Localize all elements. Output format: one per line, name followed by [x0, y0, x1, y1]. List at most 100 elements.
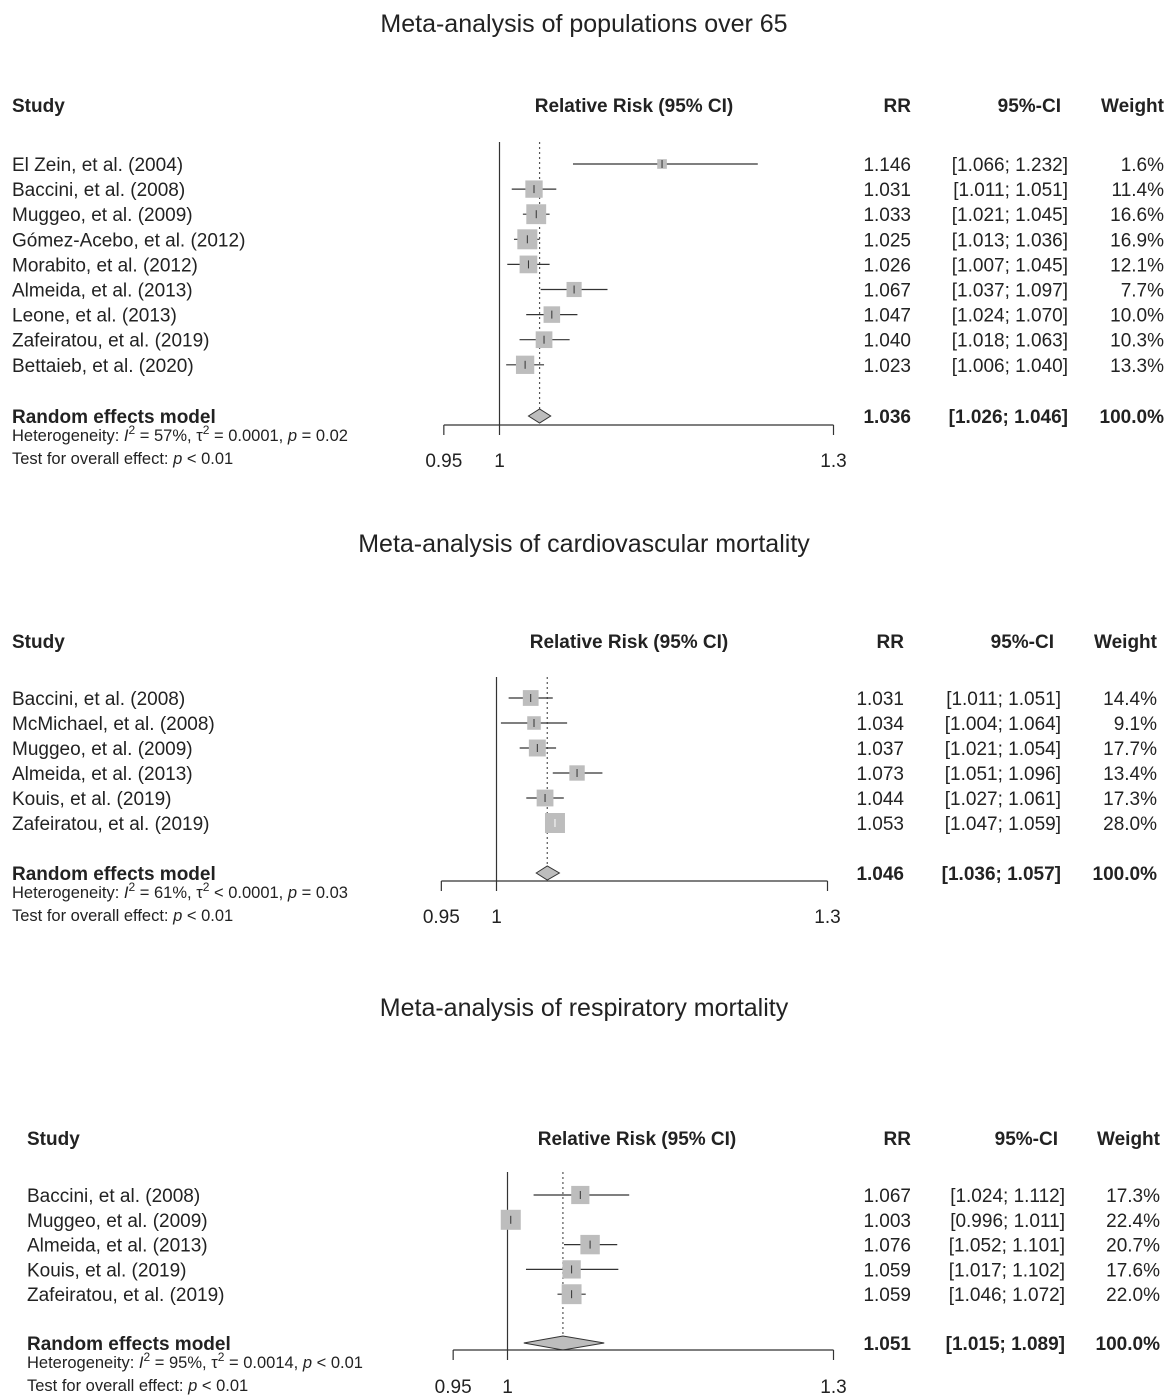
study-name: Baccini, et al. (2008) — [12, 180, 185, 201]
study-ci-value: [1.051; 1.096] — [945, 764, 1061, 785]
study-ci-value: [1.024; 1.070] — [952, 306, 1068, 327]
study-weight-value: 28.0% — [1103, 814, 1157, 835]
study-row: Muggeo, et al. (2009) 1.003 [0.996; 1.011]… — [27, 1209, 1160, 1232]
x-axis: 0.95 1 1.3 — [423, 880, 841, 928]
study-weight-value: 11.4% — [1112, 180, 1165, 201]
study-name: El Zein, et al. (2004) — [12, 155, 183, 176]
study-row: Muggeo, et al. (2009) 1.033 [1.021; 1.045]… — [12, 204, 1164, 226]
study-ci-value: [1.052; 1.101] — [949, 1236, 1065, 1257]
study-name: Muggeo, et al. (2009) — [27, 1211, 208, 1232]
header-weight: Weight — [1094, 632, 1158, 653]
study-ci-value: [1.004; 1.064] — [945, 714, 1061, 735]
study-ci-value: [1.046; 1.072] — [949, 1285, 1065, 1306]
study-rr-value: 1.067 — [863, 281, 911, 302]
study-name: Leone, et al. (2013) — [12, 306, 177, 327]
study-row: Kouis, et al. (2019) 1.059 [1.017; 1.102] 1… — [27, 1260, 1160, 1281]
x-tick-label: 0.95 — [423, 907, 460, 928]
study-weight-value: 1.6% — [1121, 155, 1164, 176]
header-ci: 95%-CI — [995, 1129, 1058, 1150]
study-name: Zafeiratou, et al. (2019) — [12, 814, 210, 835]
study-rr-value: 1.067 — [863, 1186, 911, 1207]
study-ci-value: [1.021; 1.054] — [945, 739, 1061, 760]
study-ci-value: [1.037; 1.097] — [952, 281, 1068, 302]
study-weight-value: 17.6% — [1106, 1260, 1160, 1281]
forest-panel-2: Meta-analysis of cardiovascular mortalit… — [12, 530, 1158, 928]
study-rr-value: 1.031 — [856, 689, 904, 710]
study-ci-value: [1.024; 1.112] — [950, 1186, 1065, 1207]
study-ci-value: [1.027; 1.061] — [945, 789, 1061, 810]
summary-label: Random effects model — [12, 407, 216, 428]
study-name: Baccini, et al. (2008) — [12, 689, 185, 710]
study-ci-value: [1.006; 1.040] — [952, 356, 1068, 377]
summary-ci-value: [1.015; 1.089] — [946, 1334, 1065, 1355]
header-study: Study — [12, 96, 65, 117]
study-rr-value: 1.073 — [856, 764, 904, 785]
heterogeneity-stats: Heterogeneity: I2 = 95%, τ2 = 0.0014, p … — [27, 1350, 363, 1372]
study-name: Zafeiratou, et al. (2019) — [12, 331, 210, 352]
study-weight-value: 20.7% — [1106, 1236, 1160, 1257]
overall-effect-test: Test for overall effect: p < 0.01 — [12, 907, 233, 925]
study-ci-value: [1.013; 1.036] — [952, 230, 1068, 251]
header-weight: Weight — [1097, 1129, 1161, 1150]
study-name: Muggeo, et al. (2009) — [12, 205, 193, 226]
header-effect: Relative Risk (95% CI) — [530, 632, 729, 653]
study-name: Muggeo, et al. (2009) — [12, 739, 193, 760]
study-weight-value: 17.7% — [1103, 739, 1157, 760]
study-row: Morabito, et al. (2012) 1.026 [1.007; 1.04… — [12, 255, 1164, 276]
study-ci-value: [1.047; 1.059] — [945, 814, 1061, 835]
study-row: El Zein, et al. (2004) 1.146 [1.066; 1.232… — [12, 155, 1164, 176]
study-row: Leone, et al. (2013) 1.047 [1.024; 1.070] 1… — [12, 306, 1164, 327]
study-row: Zafeiratou, et al. (2019) 1.053 [1.047; 1.… — [12, 813, 1157, 835]
summary-rr-value: 1.036 — [863, 407, 911, 428]
study-name: Gómez-Acebo, et al. (2012) — [12, 230, 245, 251]
study-name: Almeida, et al. (2013) — [27, 1236, 208, 1257]
study-row: McMichael, et al. (2008) 1.034 [1.004; 1.0… — [12, 714, 1157, 735]
x-tick-label: 1 — [494, 451, 505, 472]
header-ci: 95%-CI — [998, 96, 1061, 117]
study-weight-value: 10.0% — [1110, 306, 1164, 327]
study-weight-value: 22.0% — [1106, 1285, 1160, 1306]
study-weight-value: 22.4% — [1106, 1211, 1160, 1232]
study-row: Kouis, et al. (2019) 1.044 [1.027; 1.061] 1… — [12, 789, 1157, 810]
x-tick-label: 1 — [502, 1377, 513, 1395]
summary-weight-value: 100.0% — [1096, 1334, 1161, 1355]
header-weight: Weight — [1101, 96, 1165, 117]
study-weight-value: 12.1% — [1110, 255, 1164, 276]
study-rr-value: 1.037 — [856, 739, 904, 760]
study-row: Almeida, et al. (2013) 1.076 [1.052; 1.101… — [27, 1234, 1160, 1257]
study-weight-value: 16.6% — [1110, 205, 1164, 226]
study-ci-value: [0.996; 1.011] — [950, 1211, 1065, 1232]
study-ci-value: [1.017; 1.102] — [949, 1260, 1065, 1281]
x-tick-label: 1 — [491, 907, 502, 928]
summary-rr-value: 1.051 — [863, 1334, 911, 1355]
study-name: Kouis, et al. (2019) — [27, 1260, 186, 1281]
study-name: Bettaieb, et al. (2020) — [12, 356, 194, 377]
summary-weight-value: 100.0% — [1100, 407, 1165, 428]
summary-weight-value: 100.0% — [1093, 864, 1158, 885]
header-rr: RR — [884, 1129, 912, 1150]
study-name: McMichael, et al. (2008) — [12, 714, 215, 735]
study-name: Zafeiratou, et al. (2019) — [27, 1285, 225, 1306]
study-rr-value: 1.023 — [863, 356, 911, 377]
study-ci-value: [1.007; 1.045] — [952, 255, 1068, 276]
x-axis: 0.95 1 1.3 — [425, 424, 847, 472]
study-weight-value: 17.3% — [1103, 789, 1157, 810]
summary-diamond — [527, 408, 552, 424]
study-rr-value: 1.034 — [856, 714, 904, 735]
study-rr-value: 1.025 — [863, 230, 911, 251]
heterogeneity-stats: Heterogeneity: I2 = 57%, τ2 = 0.0001, p … — [12, 423, 348, 445]
x-tick-label: 1.3 — [814, 907, 840, 928]
overall-effect-test: Test for overall effect: p < 0.01 — [27, 1377, 248, 1395]
summary-ci-value: [1.036; 1.057] — [942, 864, 1061, 885]
chart-title: Meta-analysis of respiratory mortality — [380, 994, 789, 1022]
study-ci-value: [1.011; 1.051] — [953, 180, 1068, 201]
study-rr-value: 1.059 — [863, 1260, 911, 1281]
study-rr-value: 1.040 — [863, 331, 911, 352]
header-study: Study — [27, 1129, 80, 1150]
summary-rr-value: 1.046 — [856, 864, 904, 885]
study-row: Gómez-Acebo, et al. (2012) 1.025 [1.013; 1… — [12, 229, 1164, 251]
summary-row: Random effects model 1.036 [1.026; 1.046] 1… — [12, 407, 1164, 428]
study-rr-value: 1.047 — [863, 306, 911, 327]
forest-panel-3: Meta-analysis of respiratory mortality St… — [27, 994, 1161, 1395]
study-row: Baccini, et al. (2008) 1.067 [1.024; 1.112… — [27, 1185, 1160, 1207]
